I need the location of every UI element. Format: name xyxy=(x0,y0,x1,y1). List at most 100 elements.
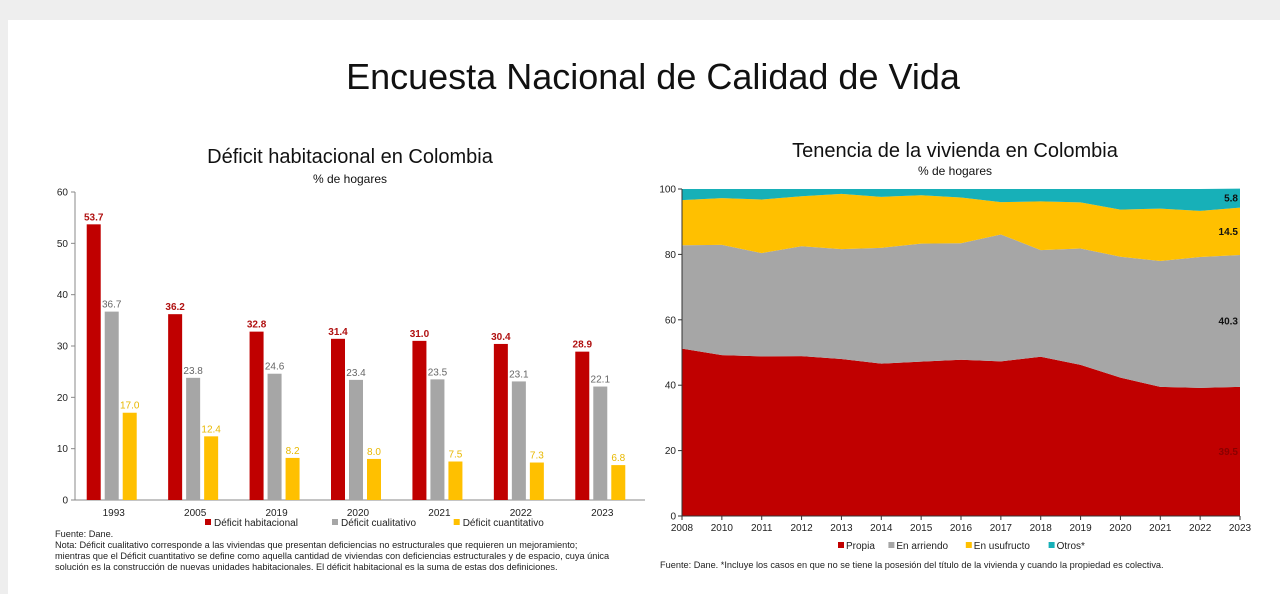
y-tick-label: 20 xyxy=(665,446,677,457)
x-tick-label: 2012 xyxy=(790,523,813,534)
data-label: 24.6 xyxy=(265,362,285,373)
header-band xyxy=(158,0,1280,20)
data-label: 53.7 xyxy=(84,212,104,223)
data-label: 12.4 xyxy=(201,424,221,435)
left-note-line: solución es la construcción de nuevas un… xyxy=(55,562,558,572)
area-series xyxy=(682,193,1240,261)
area-series xyxy=(682,234,1240,388)
legend-label: En arriendo xyxy=(896,541,948,552)
bar xyxy=(611,465,626,500)
bar xyxy=(529,462,544,500)
x-tick-label: 2015 xyxy=(910,523,933,534)
bar xyxy=(575,351,590,500)
right-chart-panel: Tenencia de la vivienda en Colombia % de… xyxy=(650,132,1280,594)
x-tick-label: 2016 xyxy=(950,523,973,534)
left-chart-notes: Fuente: Dane. Nota: Déficit cualitativo … xyxy=(55,529,609,573)
right-chart-notes: Fuente: Dane. *Incluye los casos en que … xyxy=(660,560,1164,571)
bar xyxy=(593,386,608,500)
x-tick-label: 2022 xyxy=(1189,523,1212,534)
data-label: 7.3 xyxy=(530,451,544,462)
data-label: 31.0 xyxy=(410,329,430,340)
left-chart-plot: 0 10 20 30 40 50 60 1993 53.7 36.7 17.0 2005 36.2 23.… xyxy=(57,188,645,529)
left-chart-title: Déficit habitacional en Colombia xyxy=(207,146,493,168)
bar xyxy=(430,379,445,500)
bar xyxy=(168,314,183,500)
data-label: 7.5 xyxy=(448,450,462,461)
left-chart-subtitle: % de hogares xyxy=(312,172,388,186)
bar xyxy=(186,377,201,500)
data-label: 23.5 xyxy=(428,367,448,378)
bar xyxy=(448,461,463,500)
bar xyxy=(367,458,381,500)
legend-swatch xyxy=(332,519,338,525)
bar xyxy=(511,381,526,500)
data-label: 39.5 xyxy=(1219,447,1239,458)
x-tick-label: 2022 xyxy=(510,508,533,519)
y-tick-label: 60 xyxy=(57,188,69,199)
x-tick-label: 2014 xyxy=(870,523,893,534)
area-series xyxy=(682,188,1240,211)
x-tick-label: 2008 xyxy=(671,523,694,534)
area-series xyxy=(682,348,1240,516)
legend-label: Otros* xyxy=(1057,541,1085,552)
legend-swatch xyxy=(965,542,972,548)
x-tick-label: 2005 xyxy=(184,508,207,519)
legend-swatch xyxy=(888,542,895,548)
data-label: 23.4 xyxy=(346,368,366,379)
bar xyxy=(349,379,363,500)
right-chart-title: Tenencia de la vivienda en Colombia xyxy=(792,140,1118,162)
y-tick-label: 40 xyxy=(57,290,69,301)
y-tick-label: 30 xyxy=(57,342,69,353)
x-tick-label: 2017 xyxy=(990,523,1013,534)
legend-swatch xyxy=(453,519,460,525)
data-label: 8.2 xyxy=(286,446,300,457)
bar xyxy=(249,331,264,500)
bar xyxy=(285,457,300,500)
right-chart-subtitle: % de hogares xyxy=(917,164,993,178)
x-tick-label: 2011 xyxy=(751,523,773,534)
data-label: 5.8 xyxy=(1224,194,1238,205)
legend-swatch xyxy=(838,542,844,548)
data-label: 30.4 xyxy=(491,332,511,343)
data-label: 40.3 xyxy=(1219,316,1239,327)
x-tick-label: 2019 xyxy=(1069,523,1092,534)
y-tick-label: 100 xyxy=(659,185,676,196)
x-tick-label: 2020 xyxy=(347,508,370,519)
legend-label: Déficit cuantitativo xyxy=(463,518,545,529)
bar xyxy=(204,436,219,500)
data-label: 28.9 xyxy=(573,340,593,351)
bar xyxy=(104,311,119,500)
y-tick-label: 20 xyxy=(57,393,69,404)
bar xyxy=(331,338,345,500)
legend-label: En usufructo xyxy=(974,541,1031,552)
legend-label: Déficit habitacional xyxy=(214,518,298,529)
bar xyxy=(412,340,427,500)
x-tick-label: 2018 xyxy=(1030,523,1053,534)
y-tick-label: 0 xyxy=(670,512,676,523)
slide-title: Encuesta Nacional de Calidad de Vida xyxy=(346,56,960,97)
x-tick-label: 2021 xyxy=(1149,523,1172,534)
left-note-line: Fuente: Dane. xyxy=(55,529,114,539)
data-label: 17.0 xyxy=(120,401,140,412)
bar xyxy=(493,343,508,500)
data-label: 22.1 xyxy=(591,375,611,386)
bar xyxy=(267,373,282,500)
top-margin xyxy=(0,0,158,20)
data-label: 14.5 xyxy=(1219,227,1239,238)
y-tick-label: 10 xyxy=(57,444,69,455)
legend-swatch xyxy=(1048,542,1055,548)
y-tick-label: 80 xyxy=(665,250,677,261)
y-tick-label: 50 xyxy=(57,239,69,250)
right-note-line: Fuente: Dane. *Incluye los casos en que … xyxy=(660,560,1164,570)
x-tick-label: 2023 xyxy=(591,508,614,519)
data-label: 23.1 xyxy=(509,369,529,380)
x-tick-label: 2023 xyxy=(1229,523,1252,534)
bar xyxy=(86,224,101,500)
x-tick-label: 2019 xyxy=(265,508,288,519)
x-tick-label: 2020 xyxy=(1109,523,1132,534)
right-chart-plot: 0 20 40 60 80 100 2008 2010 2011 2012 2013 2014 2015… xyxy=(659,185,1252,553)
y-tick-label: 0 xyxy=(62,496,68,507)
x-tick-label: 2010 xyxy=(711,523,734,534)
x-tick-label: 1993 xyxy=(103,508,126,519)
data-label: 36.7 xyxy=(102,300,122,311)
